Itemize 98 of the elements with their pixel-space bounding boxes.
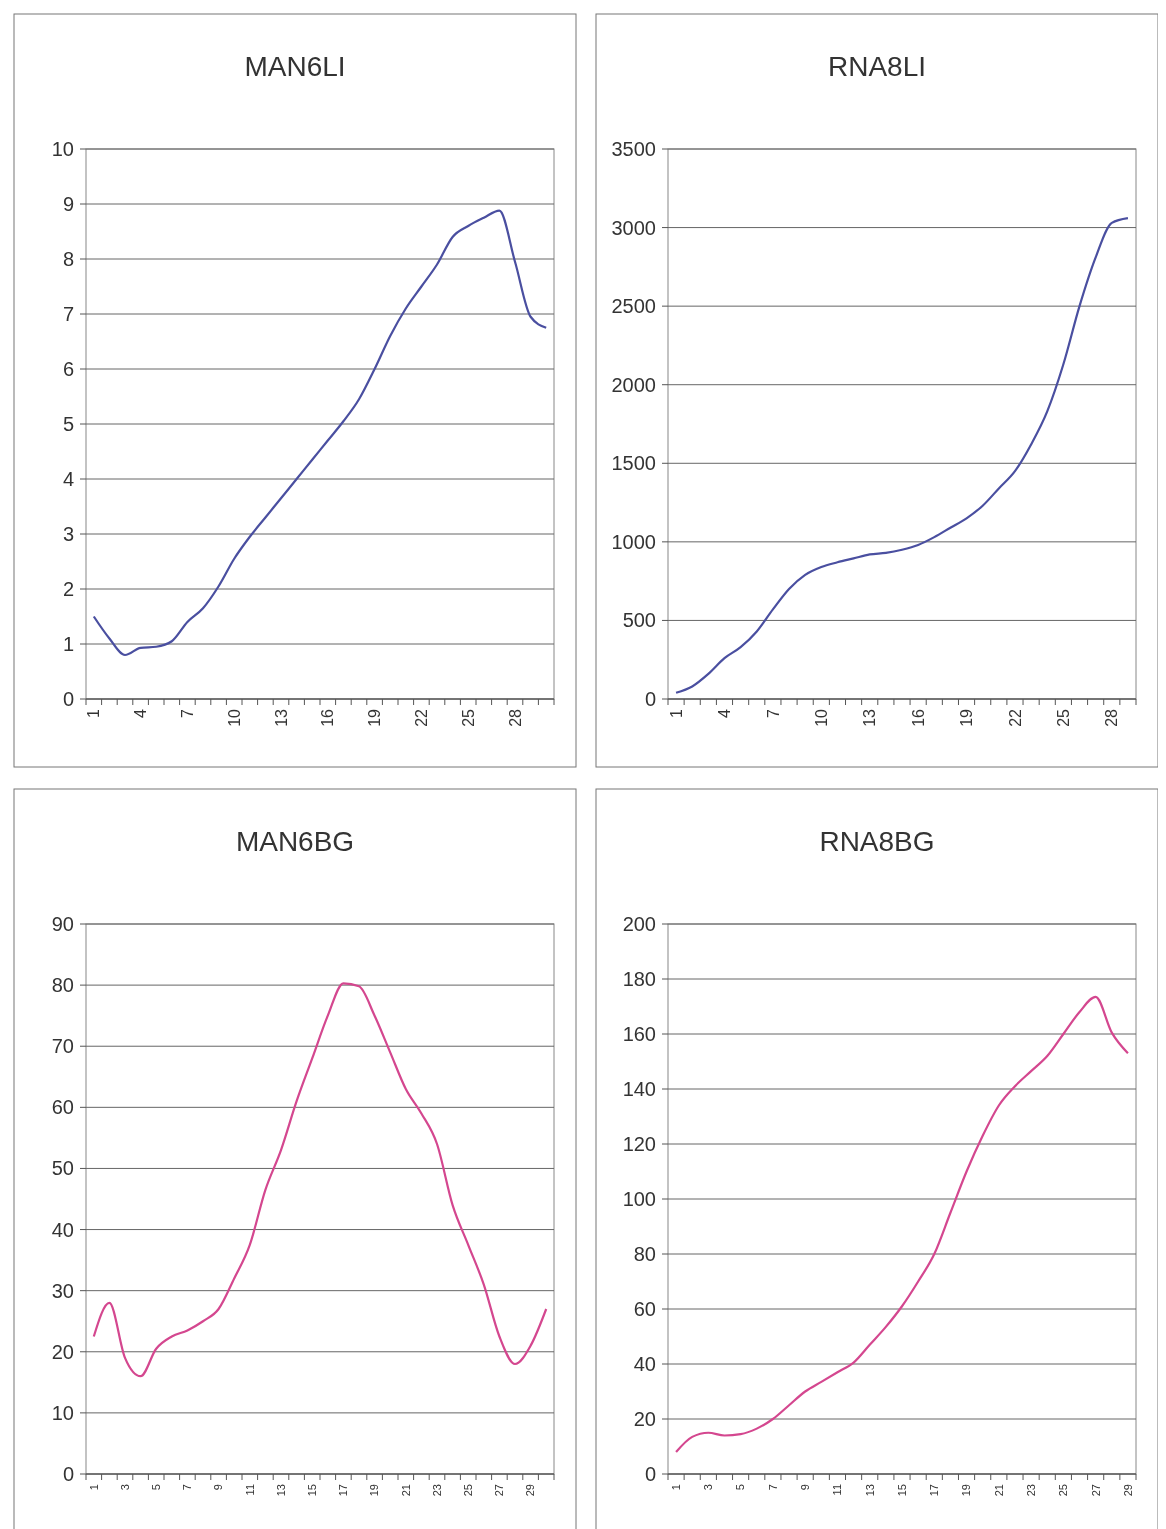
x-tick-label: 1 xyxy=(669,1484,682,1491)
y-tick-label: 1500 xyxy=(611,452,656,475)
y-tick-label: 9 xyxy=(62,193,74,215)
y-tick-label: 10 xyxy=(51,1401,74,1424)
y-tick-label: 40 xyxy=(51,1218,74,1241)
x-tick-label: 11 xyxy=(831,1484,844,1496)
y-tick-label: 180 xyxy=(622,968,656,990)
y-tick-label: 100 xyxy=(622,1188,656,1210)
y-tick-label: 7 xyxy=(62,303,74,325)
x-tick-label: 7 xyxy=(766,1484,779,1491)
x-tick-label: 27 xyxy=(493,1484,506,1497)
chart-title: RNA8BG xyxy=(819,826,935,857)
y-tick-label: 0 xyxy=(62,1463,74,1485)
chart-title: MAN6LI xyxy=(244,51,346,82)
x-tick-label: 21 xyxy=(399,1484,412,1497)
x-tick-label: 29 xyxy=(1121,1484,1134,1497)
x-tick-label: 21 xyxy=(992,1484,1005,1497)
x-tick-label: 28 xyxy=(506,708,524,727)
y-tick-label: 50 xyxy=(51,1157,74,1180)
y-tick-label: 2000 xyxy=(611,373,656,396)
y-tick-label: 60 xyxy=(633,1298,656,1320)
x-tick-label: 29 xyxy=(524,1484,537,1497)
x-tick-label: 1 xyxy=(85,708,103,718)
x-tick-label: 25 xyxy=(459,708,477,727)
x-tick-label: 4 xyxy=(132,708,150,718)
x-tick-label: 19 xyxy=(958,708,976,727)
y-tick-label: 10 xyxy=(51,138,74,160)
x-tick-label: 23 xyxy=(430,1484,443,1497)
y-tick-label: 140 xyxy=(622,1078,656,1100)
x-tick-label: 22 xyxy=(413,708,430,727)
chart-title: MAN6BG xyxy=(235,826,355,857)
x-tick-label: 13 xyxy=(863,1484,876,1497)
x-tick-label: 23 xyxy=(1024,1484,1037,1497)
y-tick-label: 60 xyxy=(51,1096,74,1119)
x-tick-label: 7 xyxy=(181,1484,194,1491)
y-tick-label: 20 xyxy=(51,1340,74,1363)
line-series xyxy=(92,982,548,1378)
y-tick-label: 20 xyxy=(633,1408,656,1430)
x-tick-label: 19 xyxy=(960,1484,973,1497)
x-tick-label: 27 xyxy=(1089,1484,1102,1497)
y-tick-label: 3 xyxy=(62,523,74,545)
x-tick-label: 9 xyxy=(799,1484,812,1491)
x-tick-label: 17 xyxy=(337,1484,350,1497)
x-tick-label: 25 xyxy=(1057,1484,1070,1497)
y-tick-label: 3000 xyxy=(611,216,656,239)
x-tick-label: 19 xyxy=(368,1484,381,1497)
x-tick-label: 3 xyxy=(702,1484,715,1491)
y-tick-label: 160 xyxy=(622,1023,656,1045)
x-tick-label: 7 xyxy=(179,708,196,718)
y-tick-label: 4 xyxy=(62,468,74,490)
x-tick-label: 28 xyxy=(1103,708,1121,727)
x-tick-label: 17 xyxy=(928,1484,941,1497)
y-tick-label: 8 xyxy=(62,248,74,270)
y-tick-label: 40 xyxy=(633,1353,656,1375)
x-tick-label: 4 xyxy=(716,708,734,718)
x-tick-label: 5 xyxy=(734,1484,747,1491)
line-series xyxy=(92,209,548,657)
x-tick-label: 25 xyxy=(462,1484,475,1497)
x-tick-label: 5 xyxy=(150,1484,163,1491)
y-tick-label: 1000 xyxy=(611,530,656,553)
y-tick-label: 30 xyxy=(51,1279,74,1302)
x-tick-label: 16 xyxy=(319,708,337,727)
x-tick-label: 10 xyxy=(812,708,830,727)
y-tick-label: 70 xyxy=(51,1035,74,1058)
y-tick-label: 3500 xyxy=(611,138,656,160)
y-tick-label: 1 xyxy=(62,633,74,655)
x-tick-label: 3 xyxy=(118,1484,131,1491)
y-tick-label: 5 xyxy=(62,413,74,435)
y-tick-label: 90 xyxy=(51,913,74,935)
x-tick-label: 15 xyxy=(895,1484,908,1497)
y-tick-label: 0 xyxy=(62,688,74,710)
y-tick-label: 80 xyxy=(51,974,74,997)
y-tick-label: 2 xyxy=(62,578,74,600)
x-tick-label: 7 xyxy=(764,708,782,718)
y-tick-label: 0 xyxy=(644,688,656,710)
y-tick-label: 2500 xyxy=(611,295,656,318)
y-tick-label: 0 xyxy=(644,1463,656,1485)
y-tick-label: 500 xyxy=(622,609,656,632)
x-tick-label: 13 xyxy=(272,708,290,727)
x-tick-label: 11 xyxy=(243,1484,256,1496)
x-tick-label: 1 xyxy=(667,708,685,718)
x-tick-label: 15 xyxy=(306,1484,319,1497)
line-series xyxy=(674,217,1130,694)
x-tick-label: 9 xyxy=(212,1484,225,1491)
y-tick-label: 200 xyxy=(622,913,656,935)
x-tick-label: 25 xyxy=(1054,708,1072,727)
x-tick-label: 10 xyxy=(225,708,243,727)
x-tick-label: 13 xyxy=(274,1484,287,1497)
y-tick-label: 80 xyxy=(633,1243,656,1265)
x-tick-label: 22 xyxy=(1006,708,1024,727)
y-tick-label: 120 xyxy=(622,1133,656,1155)
x-tick-label: 19 xyxy=(366,708,384,727)
x-tick-label: 13 xyxy=(861,708,879,727)
x-tick-label: 1 xyxy=(87,1484,100,1491)
line-series xyxy=(674,995,1130,1454)
x-tick-label: 16 xyxy=(909,708,927,727)
chart-title: RNA8LI xyxy=(827,51,927,82)
y-tick-label: 6 xyxy=(62,358,74,380)
